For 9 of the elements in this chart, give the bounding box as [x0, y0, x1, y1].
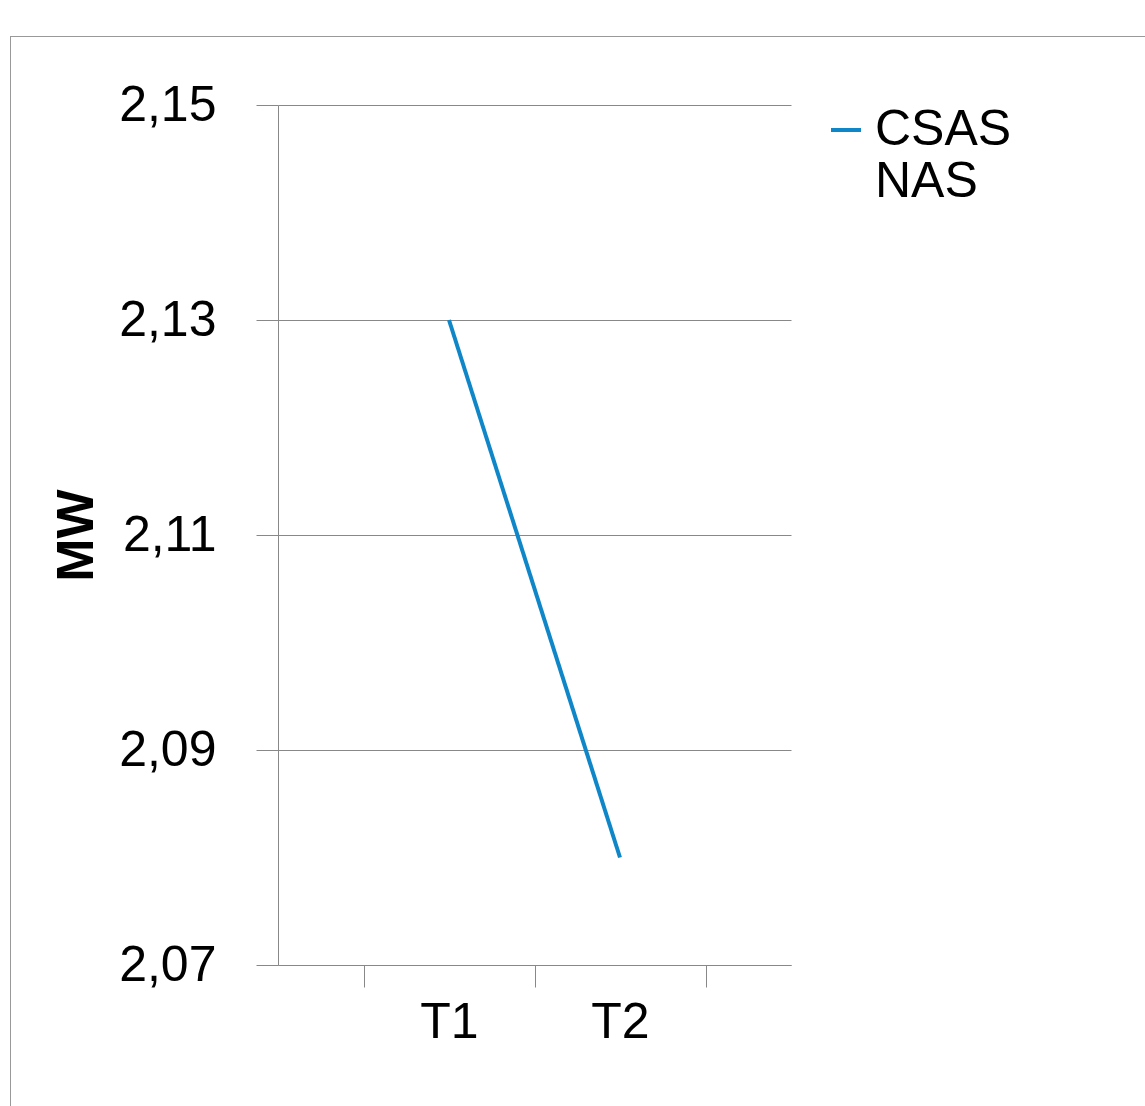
y-tick-label: 2,09 — [119, 720, 217, 777]
x-tick-label: T2 — [591, 992, 650, 1049]
y-tick-label: 2,15 — [119, 75, 217, 132]
y-tick-label: 2,13 — [119, 290, 217, 347]
y-tick-label: 2,07 — [119, 935, 217, 992]
x-tick-label: T1 — [420, 992, 479, 1049]
legend-label: CSAS NAS — [875, 100, 1012, 208]
y-axis-title: MW — [46, 488, 105, 582]
y-tick-label: 2,11 — [122, 505, 217, 562]
